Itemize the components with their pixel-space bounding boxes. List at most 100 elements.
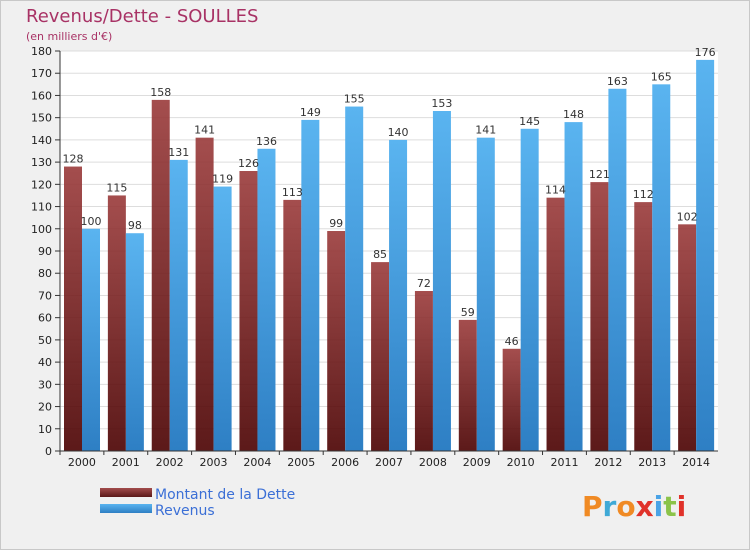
y-tick-label: 70: [38, 289, 52, 302]
data-label-dette: 46: [505, 335, 519, 348]
x-tick-label: 2012: [594, 456, 622, 469]
data-label-dette: 126: [238, 157, 259, 170]
data-label-dette: 85: [373, 248, 387, 261]
y-tick-label: 100: [31, 223, 52, 236]
y-tick-label: 110: [31, 201, 52, 214]
proxiti-logo: Proxiti: [582, 490, 686, 523]
legend-swatch-debt: [100, 488, 152, 497]
bar-dette: [414, 291, 433, 451]
data-label-dette: 99: [329, 217, 343, 230]
x-tick-label: 2006: [331, 456, 359, 469]
data-label-dette: 115: [106, 181, 127, 194]
x-tick-label: 2013: [638, 456, 666, 469]
bar-revenus: [82, 228, 100, 451]
y-tick-label: 140: [31, 134, 52, 147]
bar-dette: [371, 262, 390, 451]
data-label-dette: 141: [194, 124, 215, 137]
y-tick-label: 160: [31, 89, 52, 102]
data-labels: 128 100 115 98 158 131 141 119 126 136 113 149 99 155…: [63, 46, 716, 348]
data-label-revenus: 163: [607, 75, 628, 88]
bar-revenus: [476, 137, 495, 451]
bar-revenus: [125, 233, 144, 451]
data-label-revenus: 176: [695, 46, 716, 59]
bar-revenus: [564, 122, 583, 451]
bar-revenus: [520, 128, 539, 451]
legend-label-revenus: Revenus: [155, 503, 215, 519]
data-label-revenus: 98: [128, 219, 142, 232]
data-label-revenus: 148: [563, 108, 584, 121]
y-tick-label: 0: [45, 445, 52, 458]
y-tick-label: 150: [31, 112, 52, 125]
bar-revenus: [389, 139, 408, 451]
data-label-revenus: 149: [300, 106, 321, 119]
y-axis: 0 10 20 30 40 50 60 70 80 90 100 110 120 130 140 150 160…: [31, 45, 61, 458]
data-label-dette: 114: [545, 184, 566, 197]
bar-dette: [107, 195, 126, 451]
legend-label-debt: Montant de la Dette: [155, 487, 295, 503]
x-tick-label: 2010: [507, 456, 535, 469]
bar-revenus: [652, 84, 671, 451]
data-label-dette: 113: [282, 186, 303, 199]
y-tick-label: 130: [31, 156, 52, 169]
y-tick-label: 10: [38, 423, 52, 436]
data-label-dette: 72: [417, 277, 431, 290]
bar-dette: [634, 202, 653, 451]
y-tick-label: 60: [38, 312, 52, 325]
y-tick-label: 40: [38, 356, 52, 369]
bar-revenus: [213, 186, 232, 452]
bar-dette: [590, 182, 609, 451]
logo-letter: x: [636, 490, 654, 523]
y-tick-label: 20: [38, 401, 52, 414]
bar-revenus: [608, 88, 627, 452]
y-tick-label: 180: [31, 45, 52, 58]
data-label-dette: 158: [150, 86, 171, 99]
bar-revenus: [432, 111, 451, 451]
data-label-dette: 112: [633, 188, 654, 201]
bar-dette: [64, 166, 82, 452]
logo-letter: i: [677, 490, 687, 523]
x-tick-label: 2002: [156, 456, 184, 469]
data-label-dette: 121: [589, 168, 610, 181]
logo-letter: i: [654, 490, 664, 523]
bar-dette: [546, 197, 565, 451]
data-label-revenus: 155: [344, 93, 365, 106]
bar-dette: [239, 171, 258, 451]
y-tick-label: 120: [31, 178, 52, 191]
data-label-dette: 102: [677, 210, 698, 223]
data-label-revenus: 131: [168, 146, 189, 159]
bar-revenus: [696, 59, 715, 452]
data-label-revenus: 165: [651, 70, 672, 83]
y-tick-label: 30: [38, 378, 52, 391]
legend-swatch-revenus: [100, 504, 152, 513]
data-label-revenus: 136: [256, 135, 277, 148]
logo-letter: o: [616, 490, 635, 523]
logo-letter: t: [663, 490, 676, 523]
x-tick-label: 2001: [112, 456, 140, 469]
x-tick-label: 2014: [682, 456, 710, 469]
bar-revenus: [169, 159, 188, 451]
bar-revenus: [257, 148, 276, 451]
x-tick-label: 2008: [419, 456, 447, 469]
logo-letter: P: [582, 490, 603, 523]
chart-title: Revenus/Dette - SOULLES: [26, 6, 258, 27]
data-label-revenus: 140: [388, 126, 409, 139]
y-tick-label: 50: [38, 334, 52, 347]
chart-subtitle: (en milliers d'€): [26, 30, 112, 43]
bar-dette: [151, 99, 170, 451]
y-tick-label: 170: [31, 67, 52, 80]
data-label-revenus: 141: [475, 124, 496, 137]
bar-revenus: [345, 106, 364, 452]
x-tick-label: 2004: [243, 456, 271, 469]
data-label-revenus: 153: [431, 97, 452, 110]
y-tick-label: 80: [38, 267, 52, 280]
bar-dette: [678, 224, 697, 451]
data-label-revenus: 145: [519, 115, 540, 128]
bar-dette: [327, 231, 346, 451]
x-tick-label: 2011: [550, 456, 578, 469]
bar-dette: [502, 348, 521, 451]
data-label-dette: 59: [461, 306, 475, 319]
legend: Montant de la Dette Revenus: [100, 487, 295, 519]
bar-revenus: [301, 119, 320, 451]
x-tick-label: 2009: [463, 456, 491, 469]
